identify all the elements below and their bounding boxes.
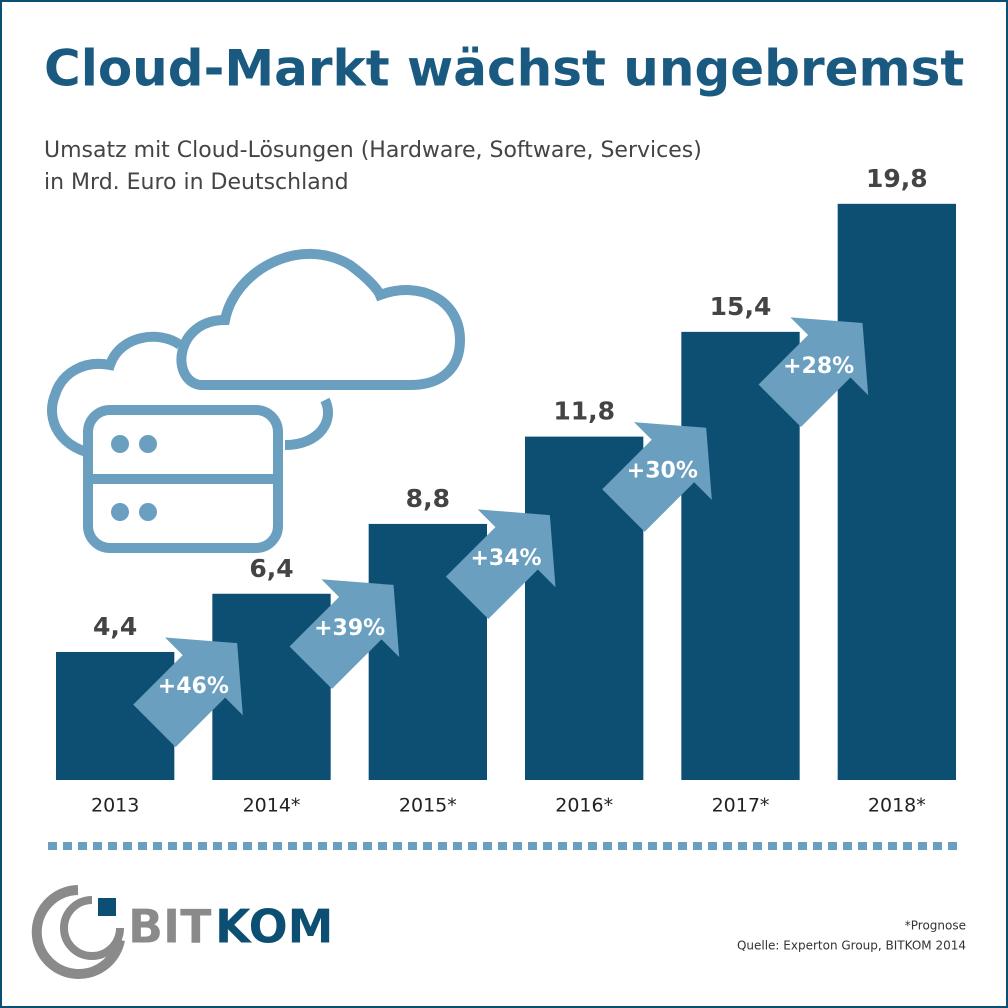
chart-title: Cloud-Markt wächst ungebremst <box>44 40 964 98</box>
growth-arrow <box>289 579 400 689</box>
x-tick-label: 2017* <box>712 795 770 817</box>
cloud-icon <box>47 249 466 553</box>
source: Quelle: Experton Group, BITKOM 2014 <box>737 939 966 953</box>
logo-text: BIT <box>128 900 212 954</box>
x-tick-label: 2014* <box>243 795 301 817</box>
growth-arrow <box>602 422 712 532</box>
value-label: 15,4 <box>710 292 772 321</box>
bar <box>837 203 956 780</box>
logo-mark <box>31 885 125 979</box>
subtitle: Umsatz mit Cloud-Lösungen (Hardware, Sof… <box>44 138 702 163</box>
growth-arrow <box>758 317 869 427</box>
growth-arrow <box>445 509 556 620</box>
growth-arrow <box>133 637 243 748</box>
value-label: 6,4 <box>249 554 293 583</box>
growth-label: +34% <box>470 546 541 571</box>
growth-label: +39% <box>314 616 385 641</box>
server-dots <box>111 435 157 521</box>
footnote: *Prognose <box>905 919 966 933</box>
x-tick-label: 2015* <box>399 795 457 817</box>
x-tick-label: 2018* <box>868 795 926 817</box>
growth-label: +28% <box>783 354 854 379</box>
growth-label: +46% <box>158 674 229 699</box>
x-tick-label: 2013 <box>91 795 139 817</box>
value-label: 8,8 <box>406 484 450 513</box>
growth-label: +30% <box>627 459 698 484</box>
subtitle: in Mrd. Euro in Deutschland <box>44 170 349 195</box>
value-label: 4,4 <box>93 612 137 641</box>
logo-text: KOM <box>215 900 333 954</box>
value-label: 19,8 <box>866 164 928 193</box>
bar <box>681 331 800 780</box>
x-tick-label: 2016* <box>555 795 613 817</box>
value-label: 11,8 <box>553 397 615 426</box>
